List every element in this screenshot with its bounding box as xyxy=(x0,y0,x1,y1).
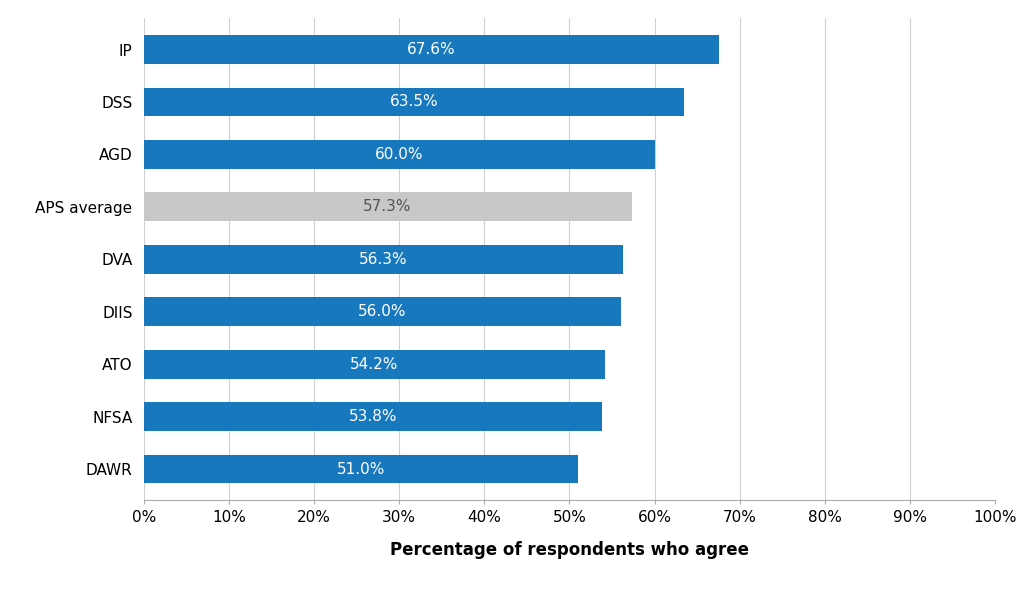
Text: 56.0%: 56.0% xyxy=(358,305,406,319)
Text: 67.6%: 67.6% xyxy=(407,42,456,57)
Text: 63.5%: 63.5% xyxy=(390,95,438,110)
Bar xyxy=(144,402,602,431)
X-axis label: Percentage of respondents who agree: Percentage of respondents who agree xyxy=(390,541,749,559)
Text: 54.2%: 54.2% xyxy=(350,356,399,371)
Text: 51.0%: 51.0% xyxy=(337,461,385,476)
Text: 56.3%: 56.3% xyxy=(359,252,407,267)
Text: 57.3%: 57.3% xyxy=(363,200,411,214)
Bar xyxy=(144,245,623,274)
Bar xyxy=(144,455,578,484)
Bar xyxy=(144,297,621,326)
Bar xyxy=(144,350,605,379)
Text: 60.0%: 60.0% xyxy=(374,147,424,162)
Bar xyxy=(144,140,655,169)
Bar xyxy=(144,192,632,221)
Bar xyxy=(144,87,684,116)
Text: 53.8%: 53.8% xyxy=(349,409,397,424)
Bar xyxy=(144,35,719,64)
